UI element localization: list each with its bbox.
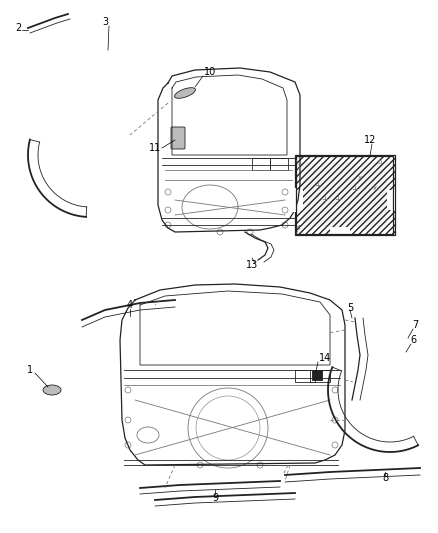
Text: +: + (314, 181, 321, 190)
Bar (294, 155, 394, 235)
Text: 13: 13 (245, 260, 258, 270)
Bar (269, 158, 287, 170)
Text: 5: 5 (346, 303, 352, 313)
Text: +: + (351, 185, 357, 195)
Text: 2: 2 (15, 23, 21, 33)
Bar (294, 190, 302, 210)
Text: +: + (334, 196, 341, 205)
Bar (309, 370, 329, 382)
Text: x: x (372, 185, 376, 191)
Ellipse shape (174, 88, 195, 98)
Text: 4: 4 (127, 300, 133, 310)
Text: +: + (321, 196, 328, 205)
Ellipse shape (43, 385, 61, 395)
Text: 3: 3 (102, 17, 108, 27)
Bar (294, 370, 314, 382)
Bar (311, 370, 321, 380)
Text: 12: 12 (363, 135, 375, 145)
Text: o: o (377, 159, 381, 165)
FancyBboxPatch shape (171, 127, 184, 149)
Bar (386, 190, 394, 210)
Text: 6: 6 (409, 335, 415, 345)
Bar (329, 227, 349, 235)
Text: 11: 11 (148, 143, 161, 153)
Text: 14: 14 (318, 353, 330, 363)
Text: 1: 1 (27, 365, 33, 375)
Text: 10: 10 (203, 67, 215, 77)
Bar (251, 158, 269, 170)
Text: x: x (357, 175, 361, 181)
Text: 9: 9 (212, 493, 218, 503)
Text: 7: 7 (411, 320, 417, 330)
Text: 8: 8 (381, 473, 387, 483)
Bar (302, 163, 386, 227)
